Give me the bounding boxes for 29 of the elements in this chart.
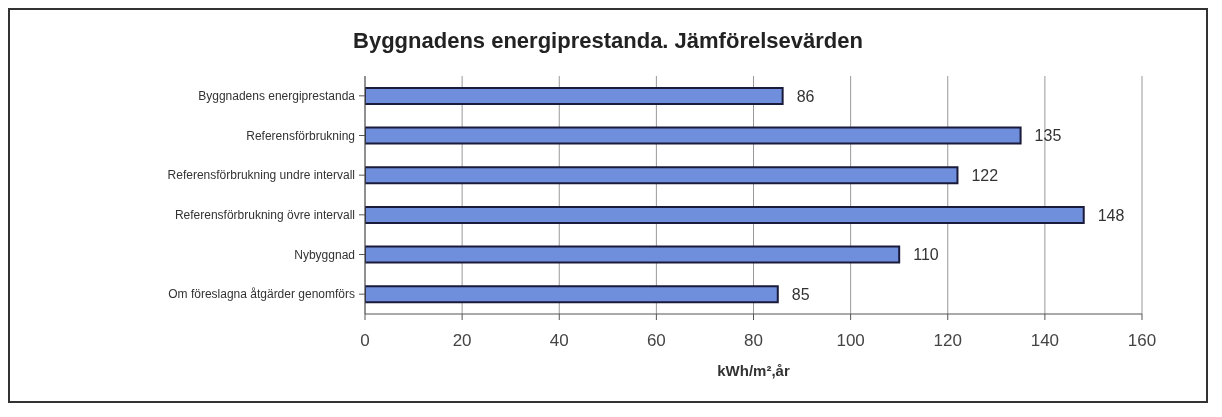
y-tick-label: Nybyggnad (294, 247, 355, 262)
y-tick-label: Referensförbrukning övre intervall (174, 208, 355, 223)
x-tick-label: 140 (1030, 331, 1060, 351)
x-tick-label: 160 (1127, 331, 1157, 351)
y-tick-label: Referensförbrukning undre intervall (167, 168, 355, 183)
bar (365, 86, 784, 105)
bar (365, 285, 779, 304)
x-axis-title: kWh/m²,år (717, 362, 790, 379)
y-tick-label: Byggnadens energiprestanda (198, 89, 356, 104)
data-label: 85 (791, 285, 810, 303)
bar (365, 205, 1085, 224)
bar (365, 166, 959, 185)
x-tick-label: 20 (452, 331, 472, 351)
bar (365, 126, 1022, 145)
x-tick-label: 60 (646, 331, 666, 351)
x-tick-label: 40 (549, 331, 569, 351)
data-label: 122 (971, 166, 999, 184)
data-label: 135 (1034, 127, 1062, 145)
y-tick-label: Om föreslagna åtgärder genomförs (168, 287, 355, 302)
data-label: 148 (1097, 206, 1125, 224)
data-label: 110 (913, 246, 939, 264)
data-label: 86 (796, 87, 815, 105)
x-tick-label: 120 (933, 331, 962, 351)
x-tick-label: 100 (836, 331, 865, 351)
x-tick-label: 0 (360, 331, 370, 351)
chart-title: Byggnadens energiprestanda. Jämförelsevärden (352, 27, 864, 55)
y-tick-label: Referensförbrukning (246, 128, 355, 143)
x-tick-label: 80 (744, 331, 763, 351)
bar (365, 245, 901, 264)
